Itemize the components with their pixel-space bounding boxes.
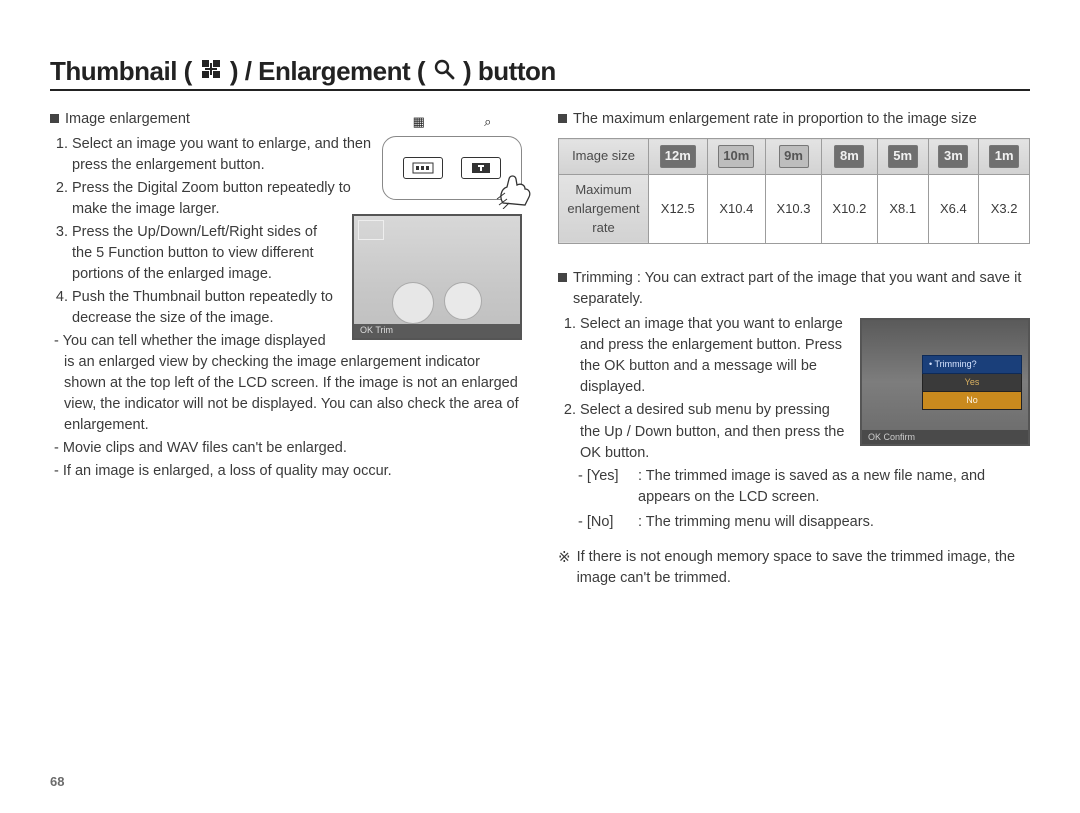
title-part2: ) / Enlargement ( <box>230 56 425 87</box>
size-badge: 9m <box>779 145 809 168</box>
table-cell: X6.4 <box>928 174 979 244</box>
table-header-cell: 3m <box>928 139 979 175</box>
left-column: Image enlargement ▦ ⌕ <box>50 109 522 589</box>
table-header-cell: 5m <box>877 139 928 175</box>
page-title-bar: Thumbnail ( ) / Enlargement ( ) button <box>50 56 1030 91</box>
thumbnail-icon <box>198 58 224 80</box>
trimming-footer-bar: OK Confirm <box>862 430 1028 444</box>
yes-no-block: - [Yes] : The trimmed image is saved as … <box>558 466 1030 533</box>
size-badge: 8m <box>834 145 864 168</box>
trimming-menu-title: • Trimming? <box>922 355 1022 374</box>
right-heading: The maximum enlargement rate in proporti… <box>573 109 977 130</box>
table-cell: X8.1 <box>877 174 928 244</box>
size-badge: 1m <box>989 145 1019 168</box>
trimming-heading: Trimming : You can extract part of the i… <box>573 268 1030 310</box>
right-heading-row: The maximum enlargement rate in proporti… <box>558 109 1030 130</box>
table-cell: X3.2 <box>979 174 1030 244</box>
left-subnote-1: You can tell whether the image displayed… <box>50 331 522 436</box>
size-badge: 3m <box>938 145 968 168</box>
content-columns: Image enlargement ▦ ⌕ <box>50 109 1030 589</box>
table-row-header: Image size <box>559 139 649 175</box>
hand-icon <box>495 169 539 209</box>
table-cell: X12.5 <box>649 174 708 244</box>
enlarged-photo-figure: OK Trim <box>352 214 522 340</box>
table-header-cell: 9m <box>766 139 822 175</box>
trimming-menu-option-yes: Yes <box>922 374 1022 392</box>
table-row-header: Maximum enlargement rate <box>559 174 649 244</box>
no-label: - [No] <box>578 512 632 533</box>
trimming-heading-row: Trimming : You can extract part of the i… <box>558 268 1030 310</box>
square-bullet-icon <box>558 273 567 282</box>
right-column: The maximum enlargement rate in proporti… <box>558 109 1030 589</box>
photo-silhouettes <box>354 282 520 324</box>
zoom-button-figure: ▦ ⌕ <box>382 136 522 200</box>
magnifier-icon <box>431 58 457 80</box>
square-bullet-icon <box>50 114 59 123</box>
no-text: : The trimming menu will disappears. <box>638 512 874 533</box>
yes-text: : The trimmed image is saved as a new fi… <box>638 466 1030 508</box>
title-part1: Thumbnail ( <box>50 56 192 87</box>
thumb-small-icon: ▦ <box>413 113 425 132</box>
table-header-cell: 10m <box>707 139 766 175</box>
square-bullet-icon <box>558 114 567 123</box>
table-cell: X10.3 <box>766 174 822 244</box>
enlargement-indicator <box>358 220 384 240</box>
table-row: Maximum enlargement rate X12.5 X10.4 X10… <box>559 174 1030 244</box>
table-header-cell: 8m <box>821 139 877 175</box>
magnifier-small-icon: ⌕ <box>484 113 491 132</box>
left-subnote-3: If an image is enlarged, a loss of quali… <box>50 461 522 482</box>
table-header-cell: 1m <box>979 139 1030 175</box>
yes-label: - [Yes] <box>578 466 632 508</box>
table-cell: X10.4 <box>707 174 766 244</box>
trimming-menu: • Trimming? Yes No <box>922 355 1022 410</box>
left-subnote-2: Movie clips and WAV files can't be enlar… <box>50 438 522 459</box>
trimming-figure: • Trimming? Yes No OK Confirm <box>860 318 1030 446</box>
size-badge: 12m <box>660 145 696 168</box>
no-row: - [No] : The trimming menu will disappea… <box>578 512 1030 533</box>
person-head-icon <box>392 282 434 324</box>
trimming-menu-option-no: No <box>922 392 1022 410</box>
zoom-figure-top-icons: ▦ ⌕ <box>383 113 521 132</box>
page-number: 68 <box>50 774 64 789</box>
size-badge: 5m <box>888 145 918 168</box>
person-head-icon <box>444 282 482 320</box>
table-cell: X10.2 <box>821 174 877 244</box>
photo-footer-bar: OK Trim <box>354 324 520 338</box>
note-mark-icon: ※ <box>558 547 571 589</box>
yes-row: - [Yes] : The trimmed image is saved as … <box>578 466 1030 508</box>
note-text: If there is not enough memory space to s… <box>577 547 1030 589</box>
left-heading: Image enlargement <box>65 109 190 130</box>
table-row: Image size 12m 10m 9m 8m 5m 3m 1m <box>559 139 1030 175</box>
title-part3: ) button <box>463 56 556 87</box>
enlargement-rate-table: Image size 12m 10m 9m 8m 5m 3m 1m Maximu… <box>558 138 1030 244</box>
size-badge: 10m <box>718 145 754 168</box>
memory-note: ※ If there is not enough memory space to… <box>558 547 1030 589</box>
zoom-w-button <box>403 157 443 179</box>
table-header-cell: 12m <box>649 139 708 175</box>
